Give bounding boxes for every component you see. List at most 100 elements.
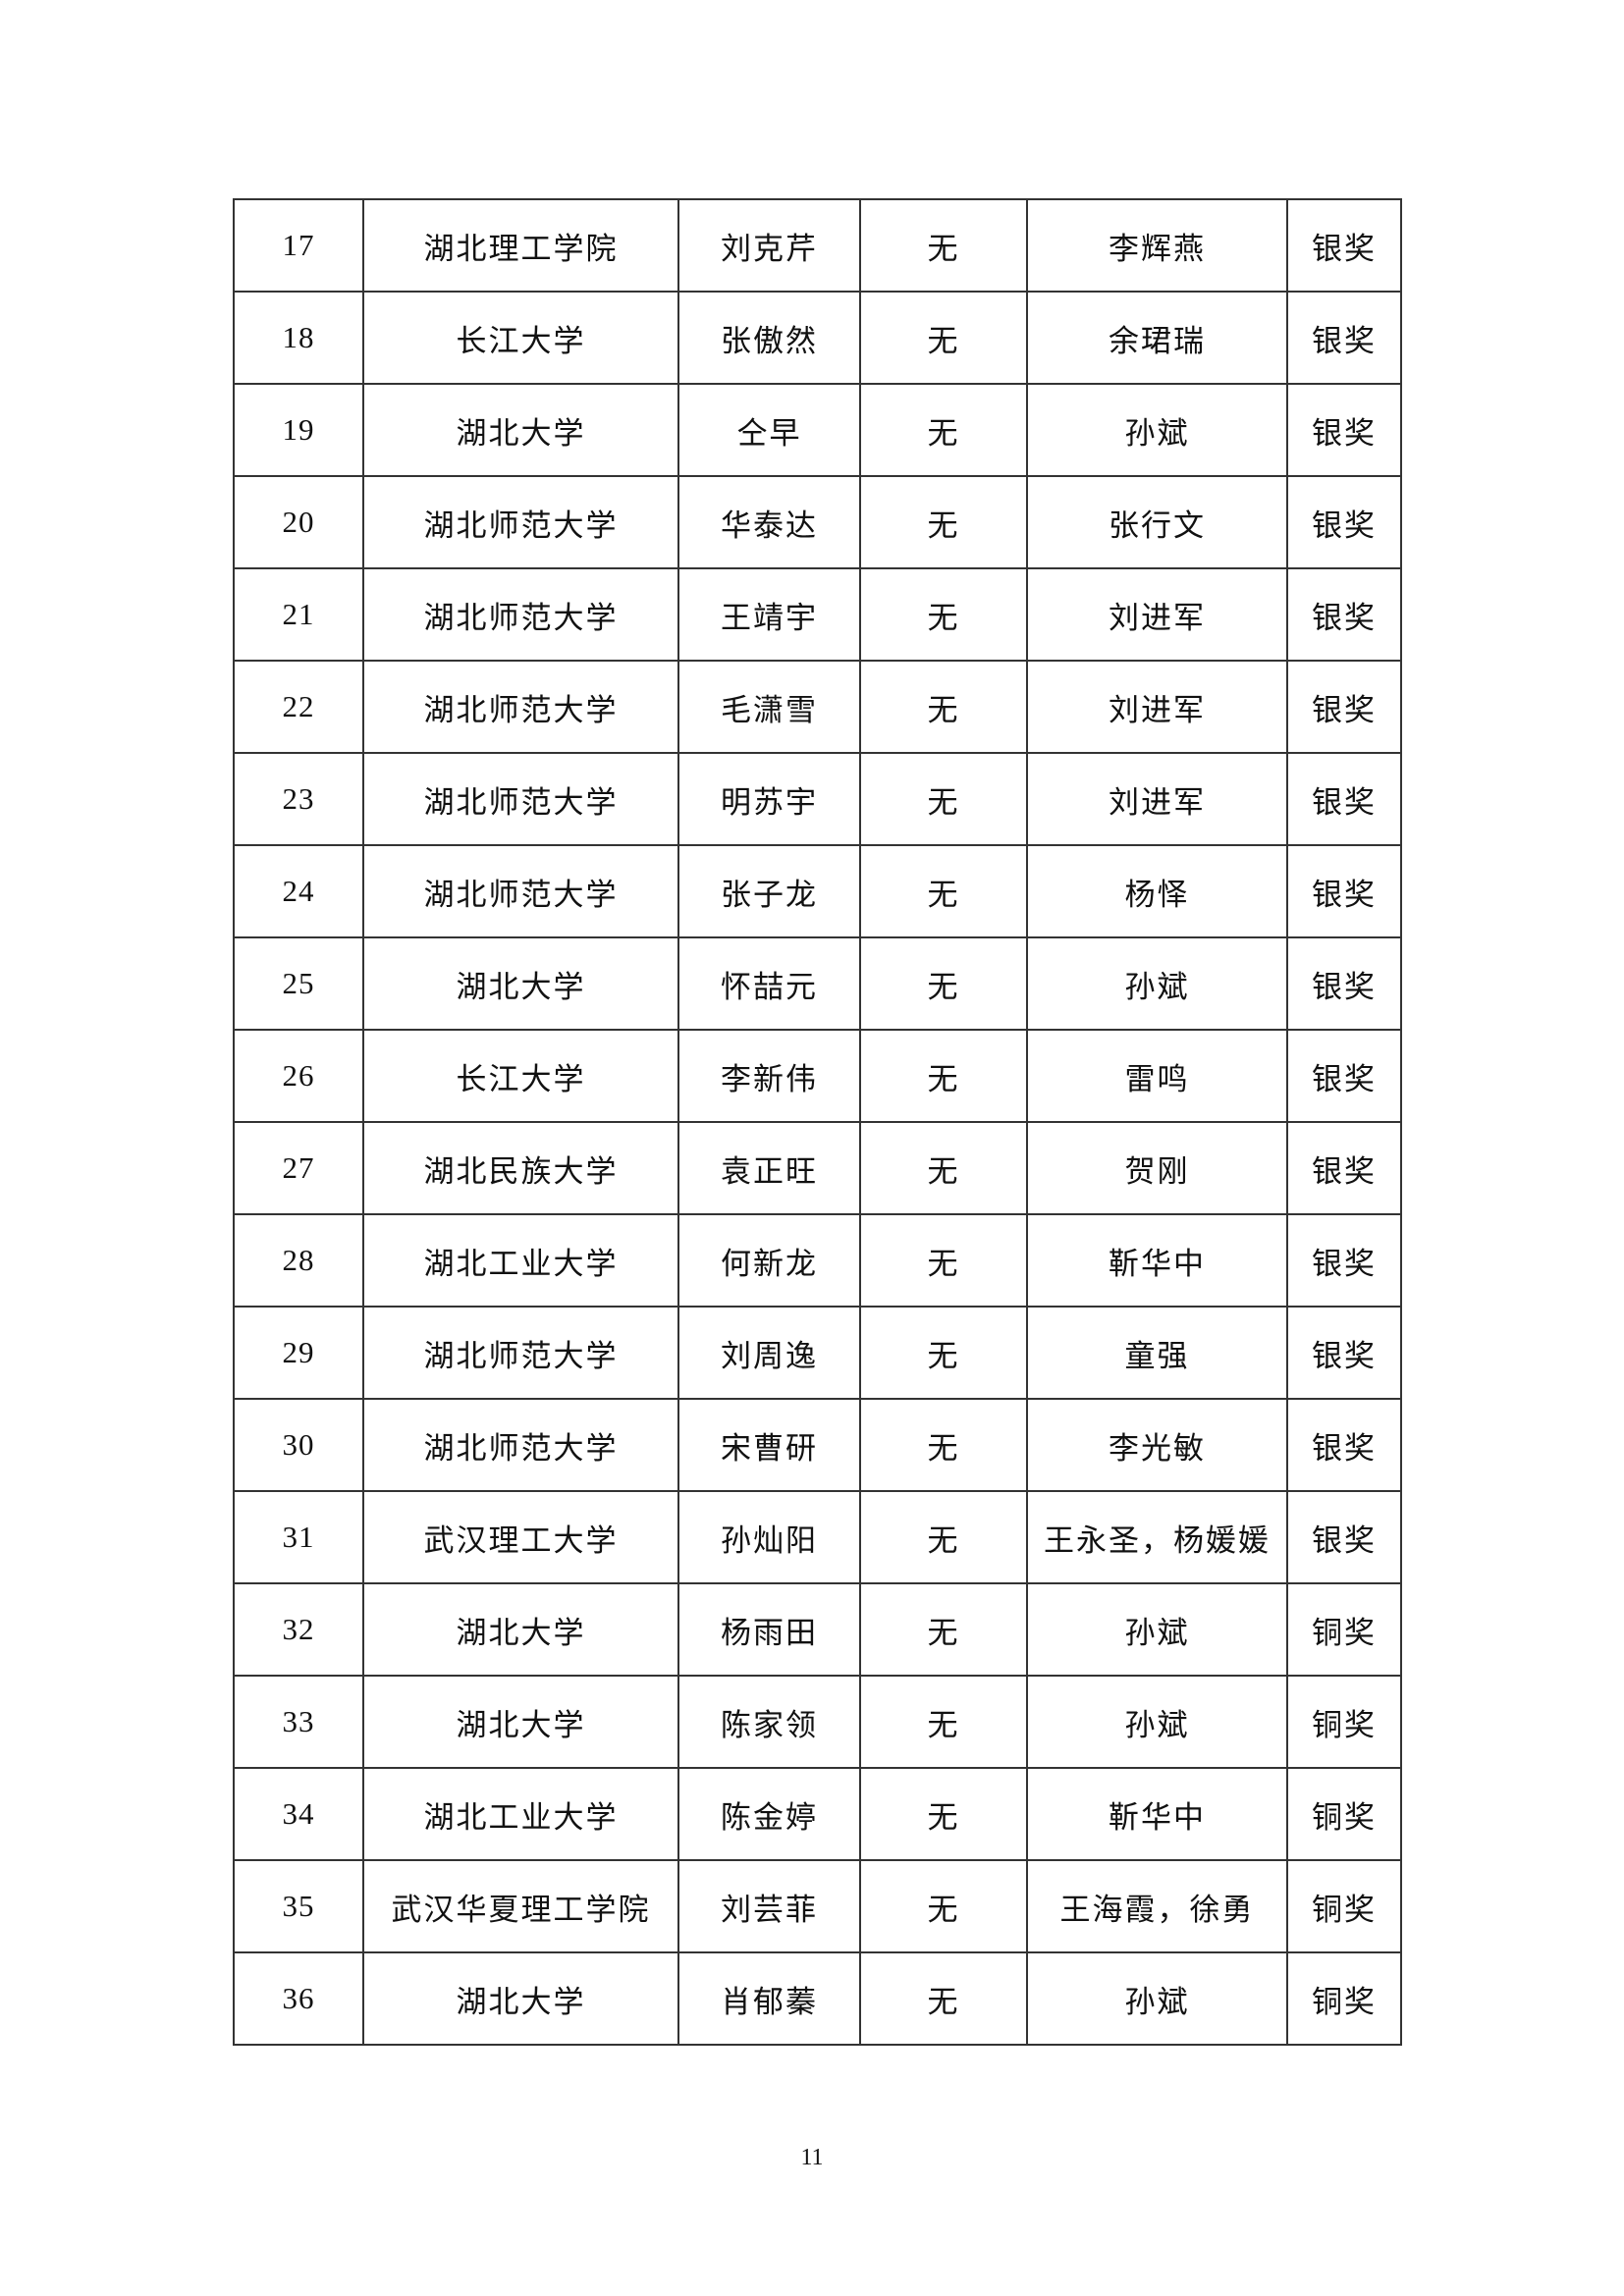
award-cell: 银奖 [1286, 291, 1402, 385]
table-row: 28 湖北工业大学 何新龙无靳华中 银奖 [233, 1213, 1402, 1308]
advisor-cell: 贺刚 [1026, 1121, 1288, 1215]
award-cell: 银奖 [1286, 1029, 1402, 1123]
school-cell: 湖北大学 [362, 1675, 679, 1769]
table-row: 32 湖北大学 杨雨田无孙斌 铜奖 [233, 1582, 1402, 1677]
table-row: 33 湖北大学 陈家领无孙斌 铜奖 [233, 1675, 1402, 1769]
school-cell: 湖北大学 [362, 936, 679, 1031]
row-number-cell: 23 [233, 752, 364, 846]
advisor-cell: 孙斌 [1026, 383, 1288, 477]
cell-none-cell: 无 [859, 1767, 1028, 1861]
advisor-cell: 刘进军 [1026, 752, 1288, 846]
row-number-cell: 21 [233, 567, 364, 662]
student-cell: 刘克芹 [677, 198, 861, 293]
award-cell: 铜奖 [1286, 1767, 1402, 1861]
cell-none-cell: 无 [859, 383, 1028, 477]
student-cell: 张傲然 [677, 291, 861, 385]
student-cell: 王靖宇 [677, 567, 861, 662]
table-row: 20 湖北师范大学 华泰达无张行文 银奖 [233, 475, 1402, 569]
school-cell: 湖北工业大学 [362, 1213, 679, 1308]
advisor-cell: 杨怿 [1026, 844, 1288, 938]
table-row: 23 湖北师范大学 明苏宇无刘进军 银奖 [233, 752, 1402, 846]
page-number: 11 [800, 2145, 824, 2170]
cell-none-cell: 无 [859, 752, 1028, 846]
award-cell: 银奖 [1286, 198, 1402, 293]
table-row: 21 湖北师范大学 王靖宇无刘进军 银奖 [233, 567, 1402, 662]
advisor-cell: 靳华中 [1026, 1767, 1288, 1861]
row-number-cell: 22 [233, 660, 364, 754]
award-cell: 银奖 [1286, 1306, 1402, 1400]
school-cell: 湖北理工学院 [362, 198, 679, 293]
cell-none-cell: 无 [859, 291, 1028, 385]
school-cell: 湖北大学 [362, 1582, 679, 1677]
advisor-cell: 孙斌 [1026, 1675, 1288, 1769]
row-number-cell: 26 [233, 1029, 364, 1123]
advisor-cell: 雷鸣 [1026, 1029, 1288, 1123]
advisor-cell: 孙斌 [1026, 1951, 1288, 2046]
row-number-cell: 25 [233, 936, 364, 1031]
award-cell: 银奖 [1286, 844, 1402, 938]
row-number-cell: 20 [233, 475, 364, 569]
table-row: 17 湖北理工学院 刘克芹无李辉燕 银奖 [233, 198, 1402, 293]
school-cell: 湖北大学 [362, 1951, 679, 2046]
school-cell: 长江大学 [362, 1029, 679, 1123]
row-number-cell: 19 [233, 383, 364, 477]
award-cell: 银奖 [1286, 936, 1402, 1031]
student-cell: 李新伟 [677, 1029, 861, 1123]
advisor-cell: 靳华中 [1026, 1213, 1288, 1308]
school-cell: 湖北师范大学 [362, 660, 679, 754]
school-cell: 湖北大学 [362, 383, 679, 477]
cell-none-cell: 无 [859, 475, 1028, 569]
table-row: 25 湖北大学 怀喆元无孙斌 银奖 [233, 936, 1402, 1031]
row-number-cell: 24 [233, 844, 364, 938]
student-cell: 陈家领 [677, 1675, 861, 1769]
student-cell: 肖郁蓁 [677, 1951, 861, 2046]
student-cell: 仝早 [677, 383, 861, 477]
award-cell: 银奖 [1286, 660, 1402, 754]
award-cell: 银奖 [1286, 475, 1402, 569]
award-cell: 银奖 [1286, 1490, 1402, 1584]
cell-none-cell: 无 [859, 1213, 1028, 1308]
school-cell: 武汉华夏理工学院 [362, 1859, 679, 1953]
student-cell: 陈金婷 [677, 1767, 861, 1861]
cell-none-cell: 无 [859, 1398, 1028, 1492]
advisor-cell: 张行文 [1026, 475, 1288, 569]
table-row: 31 武汉理工大学 孙灿阳无王永圣，杨媛媛 银奖 [233, 1490, 1402, 1584]
advisor-cell: 刘进军 [1026, 567, 1288, 662]
table-row: 18 长江大学 张傲然无余珺瑞 银奖 [233, 291, 1402, 385]
row-number-cell: 33 [233, 1675, 364, 1769]
student-cell: 明苏宇 [677, 752, 861, 846]
school-cell: 湖北工业大学 [362, 1767, 679, 1861]
school-cell: 武汉理工大学 [362, 1490, 679, 1584]
cell-none-cell: 无 [859, 198, 1028, 293]
advisor-cell: 李辉燕 [1026, 198, 1288, 293]
advisor-cell: 孙斌 [1026, 936, 1288, 1031]
cell-none-cell: 无 [859, 660, 1028, 754]
row-number-cell: 17 [233, 198, 364, 293]
student-cell: 宋曹研 [677, 1398, 861, 1492]
row-number-cell: 18 [233, 291, 364, 385]
advisor-cell: 童强 [1026, 1306, 1288, 1400]
advisor-cell: 余珺瑞 [1026, 291, 1288, 385]
award-cell: 银奖 [1286, 752, 1402, 846]
cell-none-cell: 无 [859, 936, 1028, 1031]
award-cell: 银奖 [1286, 567, 1402, 662]
table-row: 30 湖北师范大学 宋曹研无李光敏 银奖 [233, 1398, 1402, 1492]
table-row: 35 武汉华夏理工学院 刘芸菲无王海霞，徐勇 铜奖 [233, 1859, 1402, 1953]
student-cell: 毛潇雪 [677, 660, 861, 754]
row-number-cell: 34 [233, 1767, 364, 1861]
table-row: 22 湖北师范大学 毛潇雪无刘进军 银奖 [233, 660, 1402, 754]
student-cell: 刘周逸 [677, 1306, 861, 1400]
row-number-cell: 36 [233, 1951, 364, 2046]
school-cell: 湖北师范大学 [362, 1398, 679, 1492]
table-row: 26 长江大学 李新伟无雷鸣 银奖 [233, 1029, 1402, 1123]
cell-none-cell: 无 [859, 1859, 1028, 1953]
cell-none-cell: 无 [859, 1951, 1028, 2046]
school-cell: 长江大学 [362, 291, 679, 385]
school-cell: 湖北师范大学 [362, 475, 679, 569]
student-cell: 怀喆元 [677, 936, 861, 1031]
table-row: 27 湖北民族大学 袁正旺无贺刚 银奖 [233, 1121, 1402, 1215]
school-cell: 湖北师范大学 [362, 567, 679, 662]
award-cell: 铜奖 [1286, 1675, 1402, 1769]
award-cell: 银奖 [1286, 1398, 1402, 1492]
student-cell: 华泰达 [677, 475, 861, 569]
